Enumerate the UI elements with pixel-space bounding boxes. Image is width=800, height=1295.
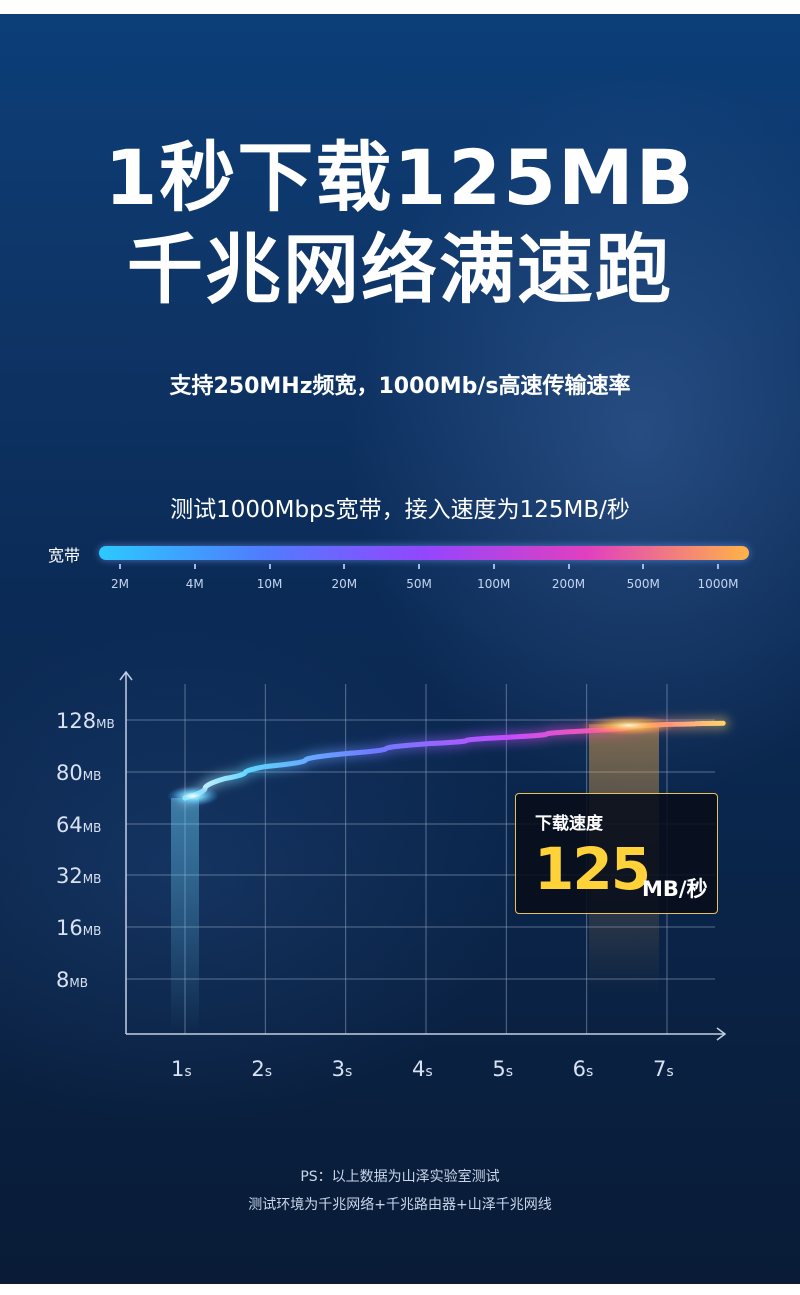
start-glow-beam bbox=[171, 798, 199, 1034]
bandwidth-tick bbox=[717, 564, 719, 569]
download-speed-unit: MB/秒 bbox=[642, 877, 708, 901]
download-speed-value: 125 bbox=[534, 835, 651, 903]
bandwidth-tick-label: 10M bbox=[256, 577, 283, 591]
y-axis-arrow bbox=[119, 670, 133, 681]
bandwidth-tick-label: 100M bbox=[477, 577, 511, 591]
series-end-glow bbox=[581, 715, 677, 736]
chart-series bbox=[167, 715, 730, 806]
footnote-line-2: 测试环境为千兆网络+千兆路由器+山泽千兆网线 bbox=[248, 1197, 552, 1213]
bandwidth-tick bbox=[418, 564, 420, 569]
bandwidth-tick bbox=[268, 564, 271, 569]
bandwidth-tick bbox=[343, 564, 346, 569]
bandwidth-tick-label: 2M bbox=[111, 577, 129, 591]
bandwidth-tick bbox=[567, 564, 570, 569]
x-tick-label: 6s bbox=[573, 1057, 594, 1081]
speed-chart: 128MB 80MB 64MB 32MB 16MB 8MB 1s 2s 3s 4s 5s 6s 7s bbox=[56, 670, 730, 1081]
footnote-line-1: PS：以上数据为山泽实验室测试 bbox=[300, 1169, 500, 1185]
bandwidth-tick-label: 500M bbox=[626, 577, 660, 591]
subtitle: 支持250MHz频宽，1000Mb/s高速传输速率 bbox=[169, 374, 631, 399]
x-tick-label: 7s bbox=[653, 1057, 674, 1081]
x-axis-arrow bbox=[716, 1027, 727, 1041]
series-start-glow bbox=[167, 786, 219, 806]
bandwidth-tick bbox=[492, 564, 495, 569]
chart-axes bbox=[119, 670, 727, 1041]
headline-line-1: 1秒下载125MB bbox=[104, 133, 696, 222]
y-tick-label: 32MB bbox=[56, 864, 101, 888]
bandwidth-tick bbox=[642, 564, 645, 569]
bandwidth-tick-label: 1000M bbox=[697, 577, 739, 591]
bandwidth-label: 宽带 bbox=[48, 546, 81, 565]
download-speed-box: 下载速度 125 MB/秒 bbox=[515, 793, 718, 914]
bandwidth-tick-label: 4M bbox=[185, 577, 204, 591]
x-tick-label: 1s bbox=[171, 1057, 192, 1081]
x-tick-label: 2s bbox=[251, 1057, 272, 1081]
test-note: 测试1000Mbps宽带，接入速度为125MB/秒 bbox=[170, 497, 630, 523]
y-tick-label: 16MB bbox=[56, 916, 101, 940]
y-tick-label: 64MB bbox=[56, 813, 101, 837]
bandwidth-tick bbox=[119, 564, 121, 569]
x-tick-label: 3s bbox=[332, 1057, 353, 1081]
download-speed-title: 下载速度 bbox=[535, 814, 603, 834]
bandwidth-tick-label: 50M bbox=[406, 577, 432, 591]
x-tick-labels: 1s 2s 3s 4s 5s 6s 7s bbox=[171, 1057, 674, 1081]
poster-background: 1秒下载125MB 千兆网络满速跑 支持250MHz频宽，1000Mb/s高速传… bbox=[0, 14, 800, 1284]
x-tick-label: 5s bbox=[492, 1057, 513, 1081]
y-tick-label: 128MB bbox=[56, 709, 115, 733]
y-tick-label: 80MB bbox=[56, 761, 101, 785]
bandwidth-tick bbox=[193, 564, 196, 569]
y-tick-labels: 128MB 80MB 64MB 32MB 16MB 8MB bbox=[56, 709, 115, 992]
x-tick-label: 4s bbox=[412, 1057, 433, 1081]
bandwidth-gradient-bar bbox=[99, 546, 749, 560]
headline-line-2: 千兆网络满速跑 bbox=[127, 225, 673, 314]
bandwidth-tick-label: 200M bbox=[551, 577, 586, 591]
bandwidth-tick-label: 20M bbox=[331, 577, 358, 591]
y-tick-label: 8MB bbox=[56, 968, 88, 992]
